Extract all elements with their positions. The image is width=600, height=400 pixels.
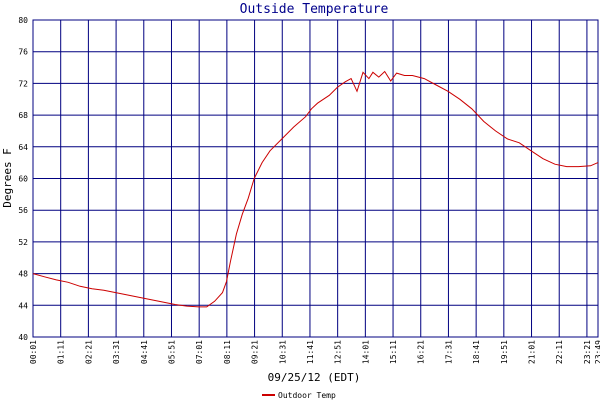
series-line-outdoor-temp bbox=[32, 70, 599, 308]
y-tick-label: 64 bbox=[18, 143, 28, 152]
chart-title: Outside Temperature bbox=[240, 2, 389, 17]
x-tick-label: 02:21 bbox=[84, 340, 93, 364]
x-tick-label: 11:41 bbox=[306, 340, 315, 364]
x-tick-label: 17:31 bbox=[444, 340, 453, 364]
legend: Outdoor Temp bbox=[262, 391, 336, 400]
y-tick-label: 76 bbox=[18, 48, 28, 57]
x-tick-label: 08:11 bbox=[223, 340, 232, 364]
x-tick-label: 12:51 bbox=[334, 340, 343, 364]
x-axis-ticks: 00:01 01:11 02:21 03:31 04:41 05:51 07:01 08:11… bbox=[29, 340, 600, 364]
x-tick-label: 23:21 bbox=[583, 340, 592, 364]
y-tick-label: 44 bbox=[18, 301, 28, 310]
y-tick-label: 48 bbox=[18, 270, 28, 279]
y-axis-ticks: 40 44 48 52 56 60 64 68 72 76 80 bbox=[18, 16, 28, 342]
x-tick-label: 18:41 bbox=[472, 340, 481, 364]
y-tick-label: 56 bbox=[18, 206, 28, 215]
x-tick-label: 23:49 bbox=[594, 340, 600, 364]
x-tick-label: 15:11 bbox=[389, 340, 398, 364]
x-tick-label: 09:21 bbox=[251, 340, 260, 364]
y-tick-label: 60 bbox=[18, 175, 28, 184]
legend-label: Outdoor Temp bbox=[278, 391, 336, 400]
x-tick-label: 14:01 bbox=[361, 340, 370, 364]
x-axis-label: 09/25/12 (EDT) bbox=[268, 371, 361, 384]
x-tick-label: 07:01 bbox=[195, 340, 204, 364]
y-tick-label: 68 bbox=[18, 111, 28, 120]
x-tick-label: 05:51 bbox=[167, 340, 176, 364]
x-tick-label: 00:01 bbox=[29, 340, 38, 364]
y-tick-label: 52 bbox=[18, 238, 28, 247]
x-tick-label: 01:11 bbox=[57, 340, 66, 364]
y-axis-label: Degrees F bbox=[1, 148, 14, 208]
x-tick-label: 04:41 bbox=[140, 340, 149, 364]
x-tick-label: 21:01 bbox=[528, 340, 537, 364]
x-tick-label: 10:31 bbox=[278, 340, 287, 364]
chart-grid bbox=[32, 19, 599, 338]
y-tick-label: 80 bbox=[18, 16, 28, 25]
x-tick-label: 22:11 bbox=[555, 340, 564, 364]
x-tick-label: 16:21 bbox=[417, 340, 426, 364]
x-tick-label: 03:31 bbox=[112, 340, 121, 364]
x-tick-label: 19:51 bbox=[500, 340, 509, 364]
y-tick-label: 72 bbox=[18, 79, 28, 88]
y-tick-label: 40 bbox=[18, 333, 28, 342]
